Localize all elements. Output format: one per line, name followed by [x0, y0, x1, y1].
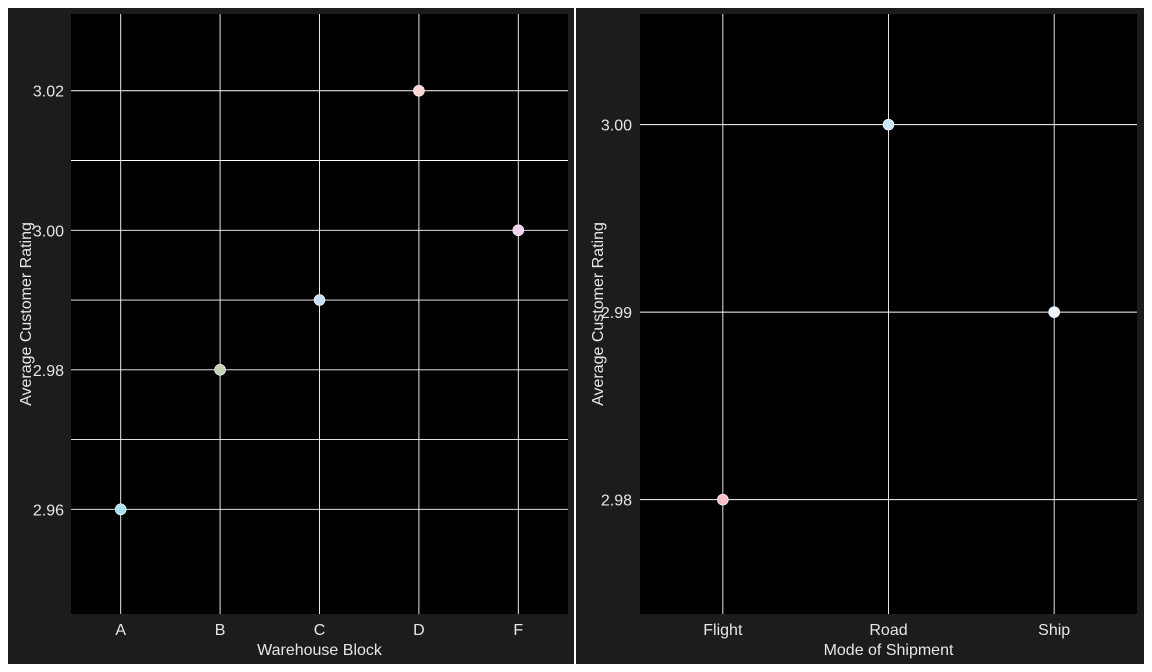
y-tick-label: 2.96: [33, 502, 64, 519]
data-point: [882, 118, 895, 131]
y-tick-label: 3.00: [33, 223, 64, 240]
y-tick-label: 2.99: [601, 305, 632, 322]
data-point: [313, 294, 326, 306]
chart-svg: 2.98 2.99 3.00 Flight Road Ship Mode of Shipme…: [576, 8, 1144, 664]
x-tick-label: Road: [869, 622, 907, 639]
x-tick-label: A: [115, 622, 126, 639]
data-point: [413, 84, 425, 97]
y-tick-label: 3.00: [601, 118, 632, 135]
x-tick-label: Flight: [703, 622, 743, 639]
y-tick-label: 2.98: [33, 363, 64, 380]
y-axis-title: Average Customer Rating: [18, 222, 35, 406]
chart-svg: 2.96 2.98 3.00 3.02 A B C D F Warehouse Block Aver…: [8, 8, 574, 664]
x-tick-label: D: [413, 622, 425, 639]
x-tick-label: B: [215, 622, 226, 639]
x-tick-label: F: [513, 622, 523, 639]
data-point: [214, 364, 226, 376]
y-axis-title: Average Customer Rating: [590, 222, 607, 406]
x-tick-label: Ship: [1038, 622, 1070, 639]
y-tick-label: 3.02: [33, 84, 64, 101]
data-point: [512, 224, 525, 237]
x-axis-title: Mode of Shipment: [824, 642, 954, 659]
x-axis-title: Warehouse Block: [257, 642, 383, 659]
data-point: [717, 493, 729, 506]
x-tick-label: C: [314, 622, 326, 639]
data-point: [1048, 306, 1060, 318]
y-tick-label: 2.98: [601, 493, 632, 510]
data-point: [114, 503, 127, 516]
mode-of-shipment-chart: 2.98 2.99 3.00 Flight Road Ship Mode of Shipme…: [576, 8, 1144, 664]
warehouse-block-chart: 2.96 2.98 3.00 3.02 A B C D F Warehouse Block Aver…: [8, 8, 574, 664]
